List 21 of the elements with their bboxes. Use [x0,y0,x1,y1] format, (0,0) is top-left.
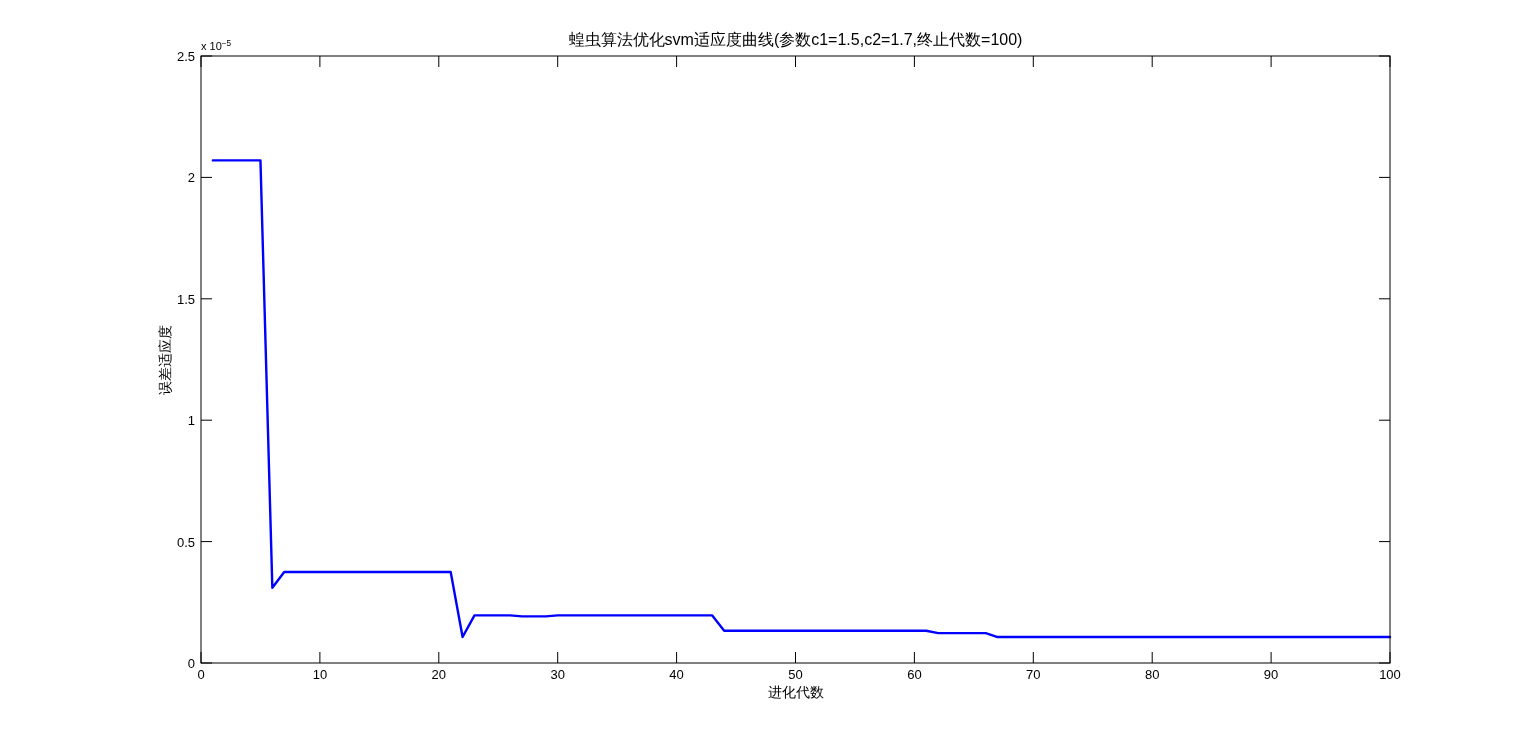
x-tick: 0 [197,667,205,682]
x-tick: 90 [1263,667,1279,682]
x-tick: 50 [788,667,803,682]
x-label: 进化代数 [767,684,824,700]
y-tick: 2.5 [176,49,195,64]
x-tick: 60 [907,667,922,682]
x-tick: 70 [1026,667,1041,682]
x-tick: 100 [1379,667,1401,682]
y-tick: 0 [187,656,195,671]
x-tick: 40 [669,667,684,682]
title: 蝗虫算法优化svm适应度曲线(参数c1=1.5,c2=1.7,终止代数=100) [568,31,1023,48]
x-tick: 30 [550,667,565,682]
y-tick: 0.5 [176,534,195,550]
annotation: x 10$^{−5}$ [201,38,232,52]
y-tick: 1.5 [176,291,195,307]
y-label: 误差适应度 [157,324,173,395]
x-tick: 10 [312,667,328,682]
x-tick: 80 [1144,667,1160,682]
y-tick: 1 [187,413,195,429]
x-tick: 20 [431,667,447,682]
y-tick: 2 [187,170,195,186]
